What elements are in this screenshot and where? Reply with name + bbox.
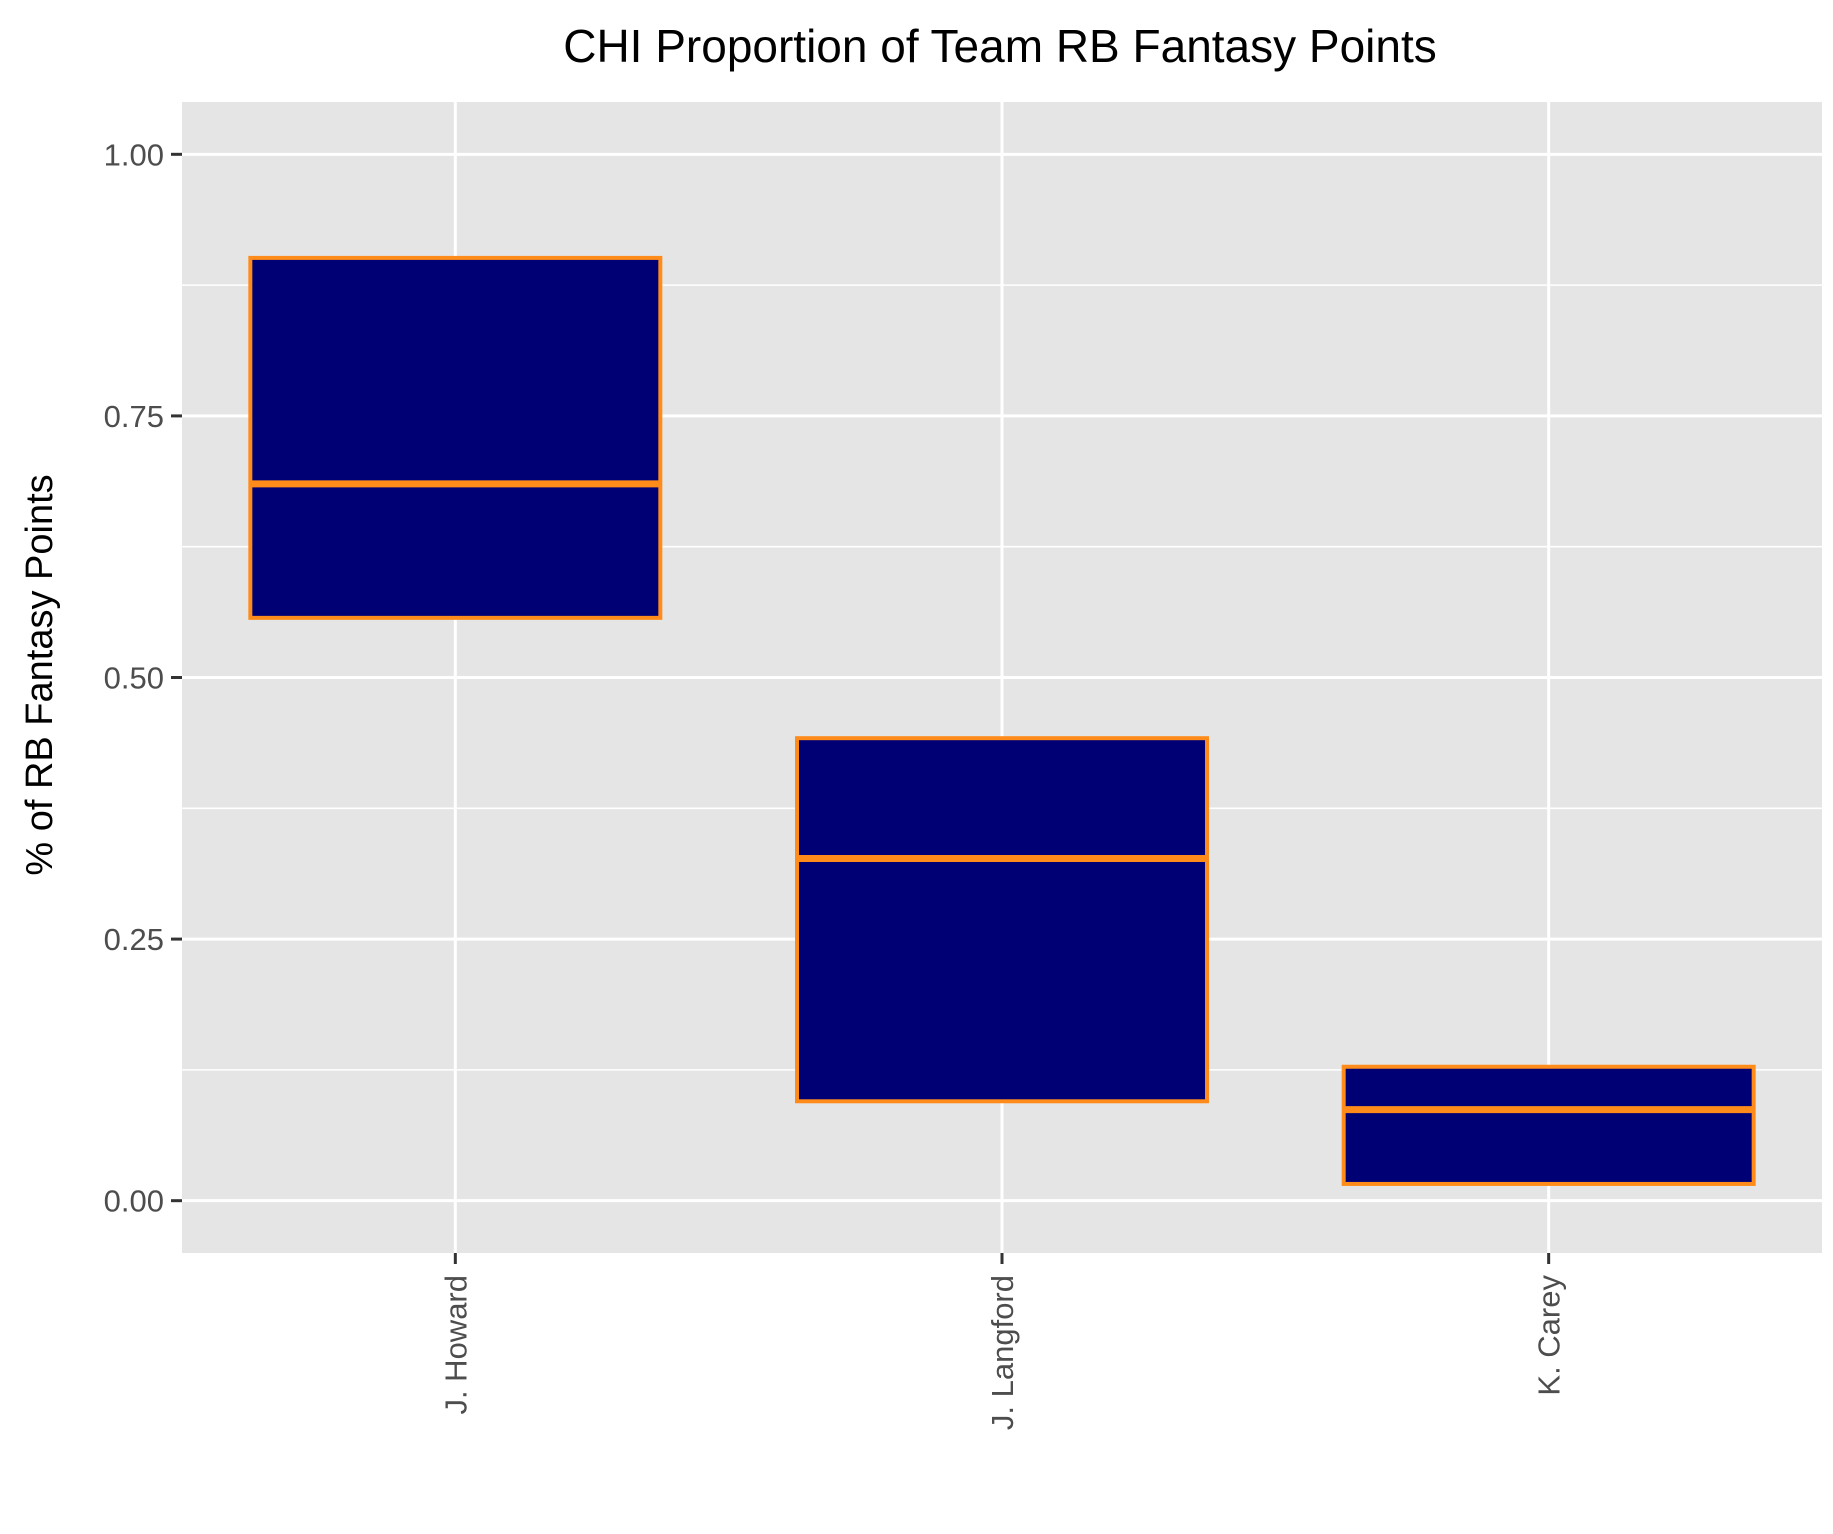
y-axis: 0.00 0.25 0.50 0.75 1.00: [104, 137, 182, 1219]
box-k-carey: [1341, 1064, 1756, 1186]
y-tick-label: 1.00: [104, 137, 164, 172]
x-tick-label: J. Langford: [985, 1275, 1020, 1430]
y-tick-label: 0.75: [104, 399, 164, 434]
y-axis-label: % of RB Fantasy Points: [19, 474, 61, 875]
y-tick-label: 0.00: [104, 1184, 164, 1219]
boxes: [248, 255, 1756, 1186]
box-body: [1341, 1064, 1756, 1186]
y-tick-label: 0.50: [104, 661, 164, 696]
x-axis: J. Howard J. Langford K. Carey: [438, 1253, 1567, 1430]
x-tick-label: K. Carey: [1532, 1275, 1567, 1396]
box-j-howard: [248, 255, 663, 620]
chart-title: CHI Proportion of Team RB Fantasy Points: [563, 20, 1437, 72]
box-body: [795, 736, 1209, 1104]
y-tick-label: 0.25: [104, 922, 164, 957]
x-tick-label: J. Howard: [438, 1275, 473, 1415]
box-body: [248, 255, 663, 620]
box-j-langford: [795, 736, 1209, 1104]
